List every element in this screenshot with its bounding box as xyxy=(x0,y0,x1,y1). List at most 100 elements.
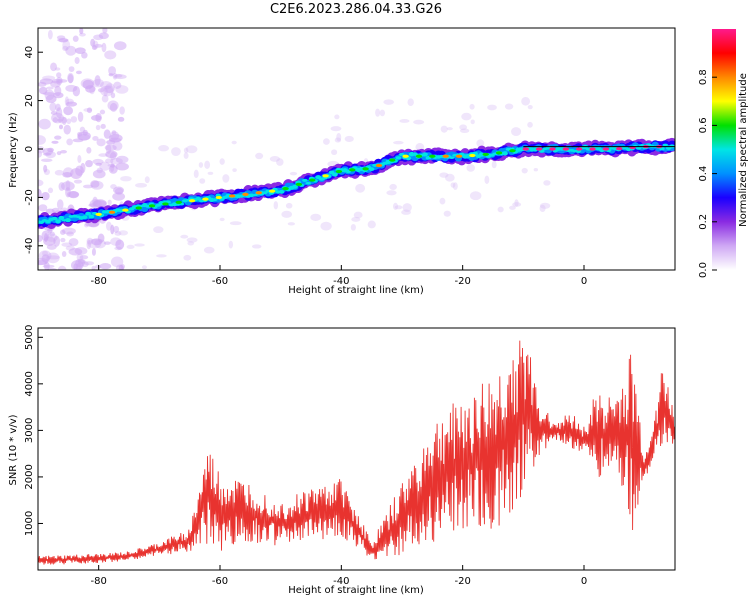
snr-frame xyxy=(37,327,676,571)
noise-blob xyxy=(68,238,79,247)
noise-blob xyxy=(407,98,414,107)
noise-blob xyxy=(70,168,83,180)
ridge-band xyxy=(635,146,642,150)
noise-blob xyxy=(91,248,96,256)
noise-blob xyxy=(63,106,74,116)
noise-blob xyxy=(251,244,262,249)
noise-blob xyxy=(180,234,189,239)
snr-y-ticks: 1000 2000 3000 4000 5000 xyxy=(24,325,43,536)
noise-blob xyxy=(81,51,88,59)
ridge-peak xyxy=(202,197,209,201)
noise-blob xyxy=(219,158,225,165)
y-tick-label: -40 xyxy=(24,238,35,254)
noise-blob xyxy=(330,126,342,132)
ridge-band xyxy=(278,189,285,194)
noise-blob xyxy=(79,32,86,37)
noise-blob xyxy=(185,145,198,154)
colorbar-tick-label: 0.0 xyxy=(698,262,709,278)
ridge-band xyxy=(502,151,508,156)
noise-blob xyxy=(539,202,551,209)
noise-blob xyxy=(487,104,497,111)
ridge-band xyxy=(368,167,375,171)
ridge-band xyxy=(65,218,71,223)
colorbar-gradient xyxy=(712,29,736,270)
noise-blob xyxy=(320,221,332,231)
noise-blob xyxy=(91,265,96,270)
colorbar: 0.0 0.2 0.4 0.6 0.8 Normalized spectral ampl… xyxy=(698,29,749,278)
noise-blob xyxy=(402,203,412,213)
noise-blob xyxy=(110,164,115,168)
snr-panel: -80 -60 -40 -20 0 1000 2000 3000 4000 5000 Heigh… xyxy=(8,325,676,596)
noise-blob xyxy=(60,181,75,191)
noise-blob xyxy=(38,235,43,243)
noise-blob xyxy=(57,38,69,42)
noise-blob xyxy=(86,107,93,114)
noise-blob xyxy=(73,179,83,184)
noise-blob xyxy=(61,251,67,258)
noise-blob xyxy=(203,246,215,254)
noise-blob xyxy=(98,153,108,157)
noise-blob xyxy=(107,163,116,167)
ridge-peak xyxy=(415,154,423,158)
ridge-peak xyxy=(589,147,596,151)
noise-blob xyxy=(394,205,403,210)
noise-blob xyxy=(73,263,78,270)
noise-blob xyxy=(100,85,114,97)
noise-blob xyxy=(95,124,101,131)
noise-blob xyxy=(72,35,79,42)
noise-blob xyxy=(77,155,82,164)
noise-blob xyxy=(38,204,48,212)
noise-blob xyxy=(77,111,84,123)
noise-blob xyxy=(469,103,475,110)
noise-blob xyxy=(118,264,124,270)
noise-blob xyxy=(86,239,92,250)
ridge-peak xyxy=(215,195,222,200)
noise-blob xyxy=(115,264,125,270)
ridge-peak xyxy=(108,210,116,214)
noise-blob xyxy=(60,149,68,154)
ridge-peak xyxy=(495,151,503,155)
spectrogram-x-ticks: -80 -60 -40 -20 0 xyxy=(90,265,587,287)
noise-blob xyxy=(193,169,199,179)
noise-blob xyxy=(392,202,399,210)
spectrogram-x-label: Height of straight line (km) xyxy=(288,285,424,296)
noise-blob xyxy=(334,137,342,143)
ridge-peak xyxy=(535,147,543,151)
ridge-band xyxy=(422,152,428,157)
y-tick-label: 20 xyxy=(24,94,35,107)
noise-blob xyxy=(55,103,61,112)
noise-blob xyxy=(101,94,109,103)
ridge-peak xyxy=(242,192,249,196)
noise-blob xyxy=(115,239,125,250)
noise-blob xyxy=(89,199,102,209)
noise-blob xyxy=(67,73,74,84)
ridge-peak xyxy=(148,204,156,208)
noise-blob xyxy=(156,254,167,258)
noise-blob xyxy=(46,267,58,270)
ridge-peak xyxy=(549,147,556,151)
noise-blob xyxy=(113,74,127,80)
x-tick-label: 0 xyxy=(581,576,587,587)
noise-blob xyxy=(47,255,60,260)
noise-blob xyxy=(144,176,150,184)
ridge-band xyxy=(58,215,65,220)
noise-blob xyxy=(46,86,54,90)
noise-blob xyxy=(111,130,117,135)
ridge-peak xyxy=(509,149,516,153)
ridge-band xyxy=(81,215,88,220)
noise-blob xyxy=(310,213,322,221)
noise-blob xyxy=(383,99,395,105)
noise-blob xyxy=(60,237,66,243)
snr-y-label: SNR (10 * v/v) xyxy=(8,414,19,485)
noise-blob xyxy=(66,231,74,237)
noise-blob xyxy=(105,143,112,154)
noise-blob xyxy=(44,89,55,101)
noise-blob xyxy=(100,123,106,129)
noise-blob xyxy=(68,191,79,199)
noise-blob xyxy=(75,70,82,75)
ridge-peak xyxy=(268,189,276,193)
noise-blob xyxy=(57,116,68,124)
noise-blob xyxy=(198,162,204,168)
noise-blob xyxy=(107,100,119,111)
